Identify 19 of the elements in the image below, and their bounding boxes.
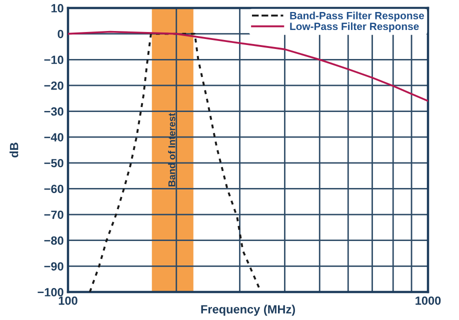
y-tick-label: −20 — [44, 81, 64, 90]
y-axis-title: dB — [10, 142, 18, 158]
x-tick-label: 1000 — [416, 296, 441, 305]
y-tick-label: −40 — [44, 133, 64, 142]
y-tick-label: −70 — [44, 210, 64, 219]
legend-label: Low-Pass Filter Response — [290, 22, 419, 32]
y-tick-label: −50 — [44, 158, 64, 168]
y-tick-label: 0 — [58, 30, 64, 38]
y-tick-label: −30 — [44, 107, 64, 116]
band-label: Band of Interest — [168, 113, 176, 186]
legend-label: Band-Pass Filter Response — [290, 12, 424, 22]
x-axis-title: Frequency (MHz) — [201, 304, 295, 316]
y-tick-label: −80 — [44, 236, 64, 245]
y-tick-label: −60 — [44, 184, 64, 194]
y-tick-label: −10 — [44, 56, 64, 64]
y-tick-label: 10 — [51, 4, 64, 12]
y-tick-label: −100 — [38, 288, 64, 296]
y-tick-label: −90 — [44, 262, 64, 271]
x-tick-label: 100 — [58, 296, 78, 305]
